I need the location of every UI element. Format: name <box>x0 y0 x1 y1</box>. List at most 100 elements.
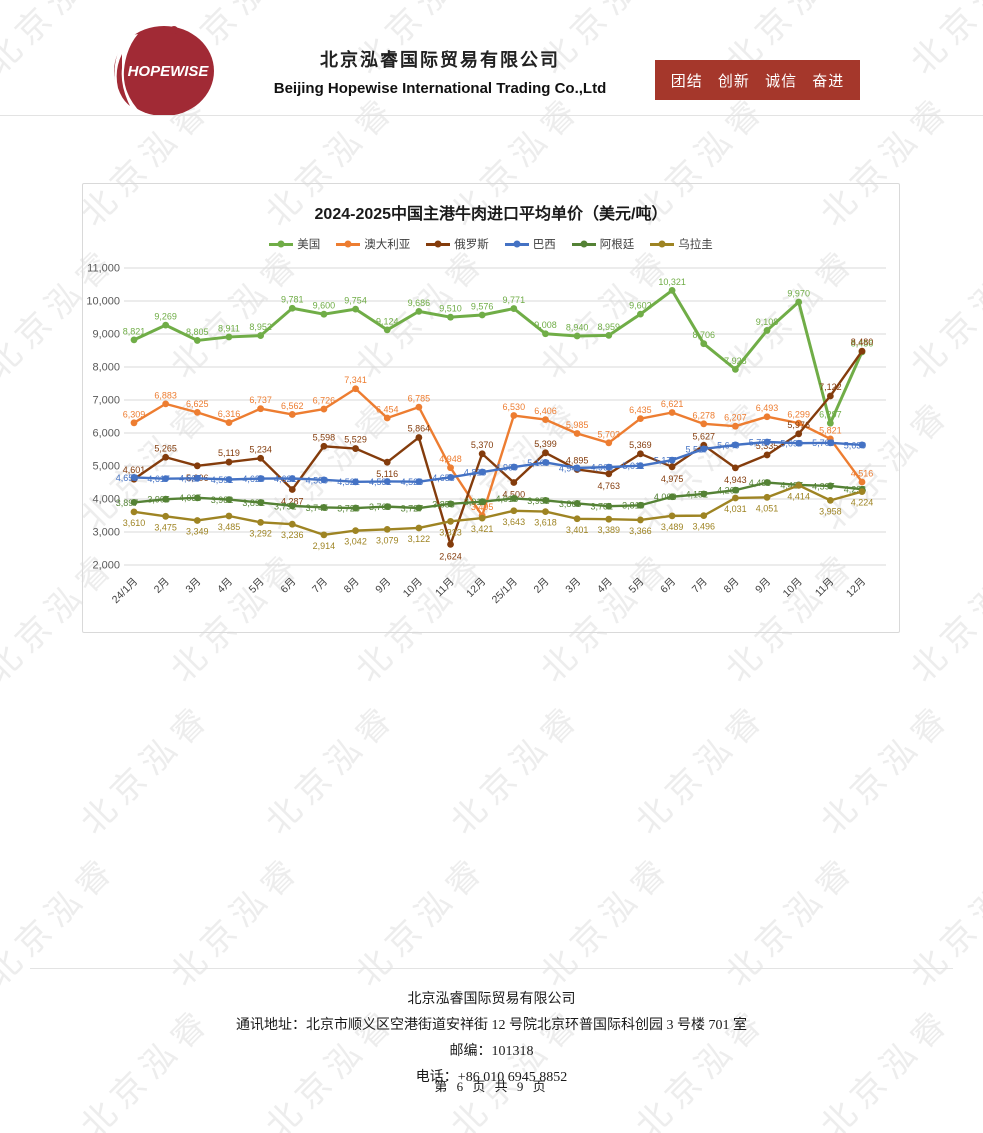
data-label: 6,309 <box>123 409 146 419</box>
data-label: 3,853 <box>432 499 455 509</box>
data-label: 6,737 <box>249 395 272 405</box>
data-label: 8,911 <box>218 323 240 333</box>
y-axis-tick-label: 7,000 <box>92 395 120 407</box>
data-label: 6,406 <box>534 406 557 416</box>
data-label: 5,976 <box>787 420 810 430</box>
footer-divider <box>30 968 953 969</box>
data-label: 3,421 <box>471 524 494 534</box>
data-label: 6,726 <box>313 396 336 406</box>
data-label: 7,928 <box>724 356 747 366</box>
y-axis-tick-label: 6,000 <box>92 428 120 440</box>
legend-item: 阿根廷 <box>571 236 634 252</box>
data-label: 3,995 <box>147 495 170 505</box>
x-axis-tick-label: 12月 <box>464 576 488 600</box>
data-label: 3,042 <box>344 537 367 547</box>
footer-company: 北京泓睿国际贸易有限公司 <box>407 992 576 1007</box>
data-label: 4,941 <box>559 463 582 473</box>
data-label: 5,335 <box>756 441 779 451</box>
data-label: 5,116 <box>376 469 398 479</box>
y-axis-tick-label: 9,000 <box>92 329 120 341</box>
legend-marker <box>571 242 596 246</box>
data-label: 6,207 <box>724 413 747 423</box>
data-label: 3,892 <box>242 498 265 508</box>
x-axis-tick-label: 8月 <box>721 576 741 596</box>
data-label: 4,051 <box>756 503 779 513</box>
data-label: 5,517 <box>685 444 708 454</box>
data-label: 4,035 <box>179 493 202 503</box>
x-axis-tick-label: 6月 <box>278 576 298 596</box>
data-label: 4,018 <box>496 494 519 504</box>
x-axis-tick-label: 12月 <box>844 576 868 600</box>
data-label: 3,982 <box>211 495 234 505</box>
data-label: 2,914 <box>313 541 336 551</box>
y-axis-tick-label: 3,000 <box>92 527 120 539</box>
x-axis-tick-label: 8月 <box>342 576 362 596</box>
data-label: 5,177 <box>654 456 677 466</box>
legend-item: 澳大利亚 <box>336 236 410 252</box>
data-label: 5,109 <box>527 458 550 468</box>
x-axis-tick-label: 2月 <box>532 576 552 596</box>
data-label: 4,531 <box>369 477 392 487</box>
data-label: 3,236 <box>281 530 304 540</box>
data-label: 4,601 <box>123 465 146 475</box>
data-label: 3,122 <box>408 534 431 544</box>
data-label: 3,865 <box>559 499 582 509</box>
data-label: 9,781 <box>281 295 304 305</box>
y-axis-tick-label: 8,000 <box>92 362 120 374</box>
legend-label: 美国 <box>297 239 321 251</box>
data-label: 3,781 <box>591 502 614 512</box>
legend-item: 巴西 <box>504 236 556 252</box>
data-label: 4,763 <box>598 481 621 491</box>
data-label: 3,349 <box>186 526 209 536</box>
x-axis-tick-label: 4月 <box>595 576 615 596</box>
data-label: 6,297 <box>819 410 842 420</box>
data-label: 4,068 <box>654 492 677 502</box>
data-label: 4,521 <box>337 477 360 487</box>
legend-marker <box>426 242 451 246</box>
hopewise-logo: HOPEWISE <box>114 26 214 116</box>
x-axis-tick-label: 2月 <box>152 576 172 596</box>
data-label: 3,489 <box>661 522 684 532</box>
data-label: 3,726 <box>337 503 360 513</box>
data-label: 3,495 <box>471 502 494 512</box>
legend-label: 巴西 <box>532 239 556 251</box>
data-label: 4,427 <box>780 480 803 490</box>
data-label: 9,754 <box>344 296 367 306</box>
data-label: 9,269 <box>154 312 177 322</box>
data-label: 3,643 <box>503 517 526 527</box>
page-number: 第 6 页 共 9 页 <box>434 1079 549 1094</box>
y-axis-tick-label: 4,000 <box>92 494 120 506</box>
data-label: 6,621 <box>661 399 684 409</box>
data-label: 6,435 <box>629 405 652 415</box>
legend-label: 俄罗斯 <box>454 239 489 251</box>
data-label: 8,940 <box>566 322 589 332</box>
x-axis-tick-label: 24/1月 <box>110 576 140 606</box>
data-label: 4,627 <box>179 474 202 484</box>
data-label: 8,456 <box>851 338 874 348</box>
legend-label: 乌拉圭 <box>678 239 713 251</box>
data-label: 4,224 <box>851 498 874 508</box>
chart-title: 2024-2025中国主港牛肉进口平均单价（美元/吨） <box>314 206 668 223</box>
data-label: 9,602 <box>629 301 652 311</box>
data-label: 4,287 <box>281 497 304 507</box>
data-label: 4,526 <box>401 477 424 487</box>
data-label: 9,771 <box>503 295 526 305</box>
data-label: 8,805 <box>186 327 209 337</box>
data-label: 6,454 <box>376 405 399 415</box>
x-axis-tick-label: 7月 <box>690 576 710 596</box>
data-label: 10,321 <box>658 277 686 287</box>
legend-marker <box>504 242 529 246</box>
data-label: 6,316 <box>218 409 241 419</box>
data-label: 4,269 <box>717 486 740 496</box>
data-label: 3,401 <box>566 525 589 535</box>
x-axis-tick-label: 10月 <box>401 576 425 600</box>
data-label: 4,943 <box>724 475 747 485</box>
data-label: 8,480 <box>851 337 874 347</box>
data-label: 3,323 <box>439 527 462 537</box>
data-label: 5,639 <box>844 440 867 450</box>
data-label: 3,958 <box>527 496 550 506</box>
data-label: 4,948 <box>439 454 462 464</box>
x-axis-tick-label: 3月 <box>563 576 583 596</box>
data-label: 4,620 <box>242 474 265 484</box>
